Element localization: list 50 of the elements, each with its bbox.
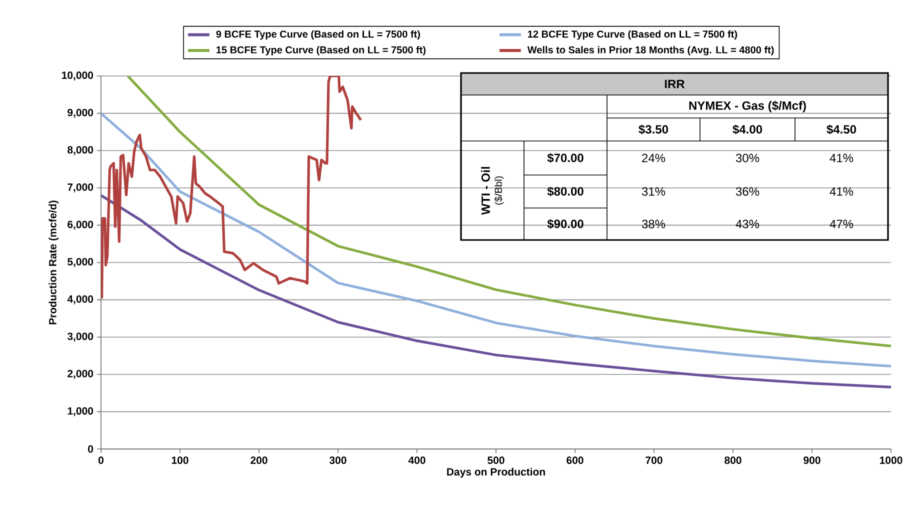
y-axis-title: Production Rate (mcfe/d) [48,200,58,324]
legend-label: 12 BCFE Type Curve (Based on LL = 7500 ft) [528,30,738,40]
y-tick-label: 5,000 [68,258,94,267]
x-tick-label: 0 [98,456,104,464]
x-tick-label: 1000 [880,456,902,464]
y-tick-label: 2,000 [68,370,94,379]
y-tick-label: 9,000 [68,108,94,118]
y-tick-label: 7,000 [68,183,94,192]
x-tick-label: 800 [724,456,742,464]
annotation: 24% [642,154,666,162]
y-tick-label: 10,000 [62,72,94,80]
legend-label: 15 BCFE Type Curve (Based on LL = 7500 ft) [216,46,426,56]
annotation: $3.50 [638,124,668,134]
text: IRR [664,80,685,88]
annotation: 43% [736,220,760,228]
annotation: 47% [830,220,854,228]
y-tick-label: 6,000 [68,220,94,230]
x-tick-label: 200 [250,456,268,464]
y-tick-label: 0 [88,445,94,453]
annotation: 31% [642,187,666,196]
annotation: $70.00 [547,153,584,163]
y-tick-label: 1,000 [68,407,94,416]
x-tick-label: 600 [566,456,584,464]
y-tick-label: 8,000 [68,146,94,156]
line-series [126,76,892,348]
x-tick-label: 100 [172,456,188,464]
legend-label: 9 BCFE Type Curve (Based on LL = 7500 ft) [216,30,420,40]
y-tick-label: 3,000 [67,332,94,342]
annotation: $80.00 [547,186,584,196]
annotation: ($/Bbl) [494,176,504,205]
annotation: 38% [642,220,666,228]
annotation: NYMEX - Gas ($/Mcf) [689,100,806,112]
x-tick-label: 900 [804,456,820,464]
line-series [101,76,362,300]
line-series [101,112,892,368]
x-axis-title: Days on Production [447,468,545,478]
x-tick-label: 300 [329,456,346,464]
x-tick-label: 500 [488,456,504,464]
y-tick-label: 4,000 [67,295,94,304]
annotation: $4.00 [732,124,762,134]
x-tick-label: 700 [646,456,662,464]
annotation: $90.00 [547,219,584,229]
annotation: $4.50 [826,124,856,134]
annotation: 41% [830,187,854,196]
annotation: 30% [736,154,760,162]
annotation: WTI - Oil [481,167,490,215]
legend-label: Wells to Sales in Prior 18 Months (Avg. LL = 4800 ft) [527,46,774,56]
annotation: 36% [736,187,760,196]
annotation: 41% [830,154,854,162]
x-tick-label: 400 [408,456,426,464]
